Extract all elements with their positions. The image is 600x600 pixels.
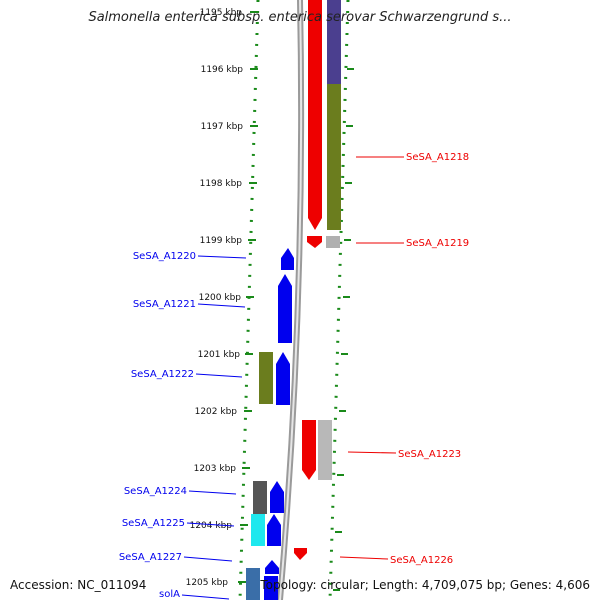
gene-SeSA_A1219-reverse[interactable]: [307, 236, 322, 248]
tick-label: 1199 kbp: [200, 236, 243, 246]
gene-SeSA_A1218-reverse[interactable]: [308, 0, 322, 230]
gene-SeSA_A1225-forward[interactable]: [267, 514, 281, 546]
accession-label: Accession: NC_011094: [10, 578, 147, 592]
backbone-inner: [279, 0, 303, 600]
leader-line: [197, 255, 247, 259]
topology-label: Topology: circular; Length: 4,709,075 bp…: [260, 578, 590, 592]
map-title: Salmonella enterica subsp. enterica sero…: [88, 10, 512, 25]
leader-line: [181, 594, 230, 600]
ruler-left: [238, 0, 260, 600]
leader-line: [183, 556, 233, 562]
gene-SeSA_A1220-forward[interactable]: [281, 248, 294, 270]
gene-label-SeSA_A1220[interactable]: SeSA_A1220: [133, 251, 196, 262]
gene-label-SeSA_A1227[interactable]: SeSA_A1227: [119, 552, 182, 563]
tick-label: 1196 kbp: [201, 65, 244, 75]
gene-SeSA_A1227-forward[interactable]: [265, 560, 279, 574]
leader-line: [347, 451, 397, 454]
gene-label-SeSA_A1225[interactable]: SeSA_A1225: [122, 518, 185, 529]
tick-label: 1201 kbp: [198, 350, 241, 360]
gene-label-SeSA_A1222[interactable]: SeSA_A1222: [131, 369, 194, 380]
tick-label: 1198 kbp: [200, 179, 243, 189]
tick-label: 1204 kbp: [190, 521, 233, 531]
gene-label-SeSA_A1226[interactable]: SeSA_A1226: [390, 555, 453, 566]
ruler-ticks: 1195 kbp 1196 kbp 1197 kbp 1198 kbp 1199…: [186, 8, 258, 588]
cog-box-olive: [327, 84, 341, 230]
gene-solA-forward[interactable]: [264, 576, 278, 600]
tick-label: 1197 kbp: [201, 122, 244, 132]
cog-box-steelblue-solA: [246, 568, 260, 600]
cog-box-cyan-1225: [251, 514, 265, 546]
cog-box-olive-1222: [259, 352, 273, 404]
gene-SeSA_A1223-reverse[interactable]: [302, 420, 316, 480]
right-ruler-ticks: [333, 68, 354, 591]
gene-label-SeSA_A1224[interactable]: SeSA_A1224: [124, 486, 187, 497]
leader-line: [186, 522, 235, 527]
leader-lines: [181, 156, 404, 600]
gene-SeSA_A1226-reverse[interactable]: [294, 548, 307, 560]
leader-line: [188, 490, 237, 495]
tick-label: 1195 kbp: [200, 8, 243, 18]
gene-label-SeSA_A1219[interactable]: SeSA_A1219: [406, 238, 469, 249]
gene-SeSA_A1224-forward[interactable]: [270, 481, 284, 513]
tick-label: 1205 kbp: [186, 578, 229, 588]
cog-box-gray-1219: [326, 236, 340, 248]
gene-label-SeSA_A1221[interactable]: SeSA_A1221: [133, 299, 196, 310]
leader-line: [195, 373, 243, 378]
gene-SeSA_A1221-forward[interactable]: [278, 274, 292, 343]
tick-label: 1200 kbp: [199, 293, 242, 303]
cog-box-darkgray-1224: [253, 481, 267, 514]
gene-label-SeSA_A1223[interactable]: SeSA_A1223: [398, 449, 461, 460]
tick-label: 1203 kbp: [194, 464, 237, 474]
leader-line: [339, 556, 389, 560]
cog-box-purple: [327, 0, 341, 84]
tick-label: 1202 kbp: [195, 407, 238, 417]
gene-label-solA[interactable]: solA: [159, 589, 180, 600]
ruler-right: [328, 0, 350, 600]
gene-label-SeSA_A1218[interactable]: SeSA_A1218: [406, 152, 469, 163]
leader-line: [197, 303, 246, 308]
gene-SeSA_A1222-forward[interactable]: [276, 352, 290, 405]
cog-box-gray-1223: [318, 420, 332, 480]
